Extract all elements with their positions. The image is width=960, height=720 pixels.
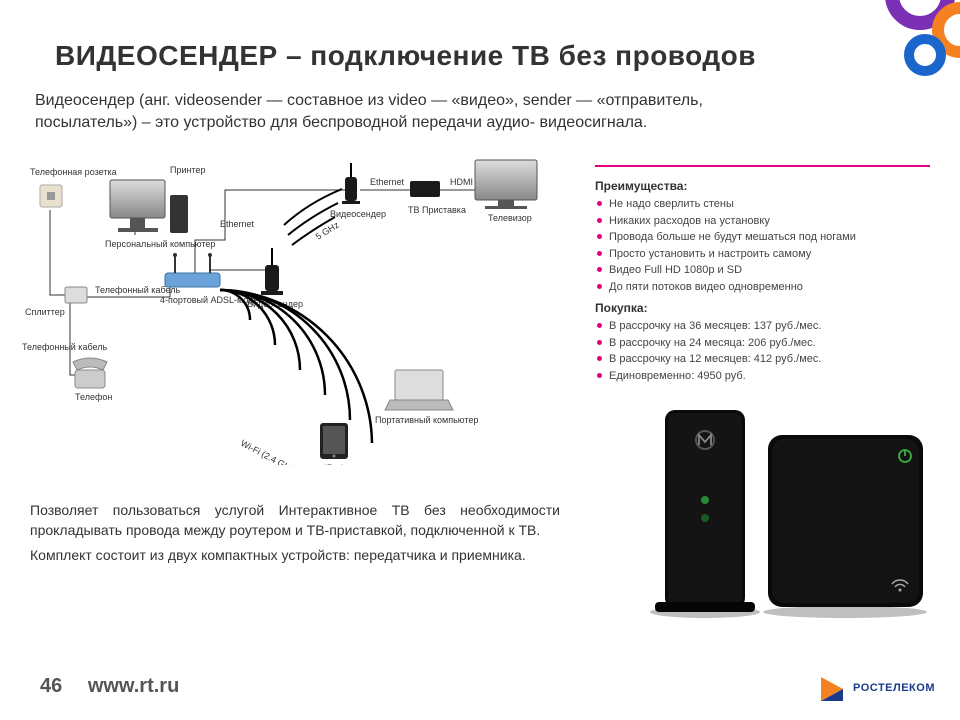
label-ethernet: Ethernet <box>220 219 255 229</box>
footer-url: www.rt.ru <box>88 675 179 697</box>
list-item: В рассрочку на 36 месяцев: 137 руб./мес. <box>595 318 930 335</box>
list-item: Никаких расходов на установку <box>595 213 930 230</box>
list-item: Видео Full HD 1080p и SD <box>595 262 930 279</box>
label-pc: Персональный компьютер <box>105 239 215 249</box>
advantages-panel: Преимущества: Не надо сверлить стены Ник… <box>595 165 930 384</box>
label-phone: Телефон <box>75 392 112 402</box>
label-stb: ТВ Приставка <box>408 205 466 215</box>
page-number: 46 <box>40 675 62 698</box>
logo-icon <box>817 671 847 705</box>
list-item: В рассрочку на 12 месяцев: 412 руб./мес. <box>595 351 930 368</box>
label-hdmi: HDMI <box>450 177 473 187</box>
advantages-list: Не надо сверлить стены Никаких расходов … <box>595 196 930 295</box>
label-videosender2: Видеосендер <box>330 209 386 219</box>
slide-title: ВИДЕОСЕНДЕР – подключение ТВ без проводо… <box>55 40 756 72</box>
label-5ghz: 5 GHz <box>314 219 341 241</box>
list-item: В рассрочку на 24 месяца: 206 руб./мес. <box>595 335 930 352</box>
intro-text: Видеосендер (анг. videosender — составно… <box>35 90 805 133</box>
label-phone-cable2: Телефонный кабель <box>22 342 107 352</box>
label-ipad: iPad <box>325 463 343 465</box>
rostelecom-logo: РОСТЕЛЕКОМ <box>817 671 935 705</box>
label-laptop: Портативный компьютер <box>375 415 478 425</box>
list-item: До пяти потоков видео одновременно <box>595 279 930 296</box>
purchase-heading: Покупка: <box>595 301 930 315</box>
connection-diagram: Телефонная розетка Персональный компьюте… <box>20 155 570 465</box>
logo-text: РОСТЕЛЕКОМ <box>853 682 935 694</box>
bottom-paragraph-1: Позволяет пользоваться услугой Интеракти… <box>30 500 560 541</box>
list-item: Просто установить и настроить самому <box>595 246 930 263</box>
label-wifi24: Wi-Fi (2.4 GHz) <box>239 438 299 465</box>
advantages-heading: Преимущества: <box>595 179 930 193</box>
label-phone-socket: Телефонная розетка <box>30 167 117 177</box>
footer: 46 www.rt.ru <box>40 675 179 698</box>
device-photo <box>600 380 930 620</box>
label-ethernet2: Ethernet <box>370 177 405 187</box>
corner-decoration <box>880 0 960 80</box>
label-tv: Телевизор <box>488 213 532 223</box>
purchase-list: В рассрочку на 36 месяцев: 137 руб./мес.… <box>595 318 930 384</box>
bottom-paragraph-2: Комплект состоит из двух компактных устр… <box>30 545 560 565</box>
label-splitter: Сплиттер <box>25 307 65 317</box>
label-printer: Принтер <box>170 165 206 175</box>
list-item: Не надо сверлить стены <box>595 196 930 213</box>
bottom-description: Позволяет пользоваться услугой Интеракти… <box>30 500 560 565</box>
list-item: Провода больше не будут мешаться под ног… <box>595 229 930 246</box>
